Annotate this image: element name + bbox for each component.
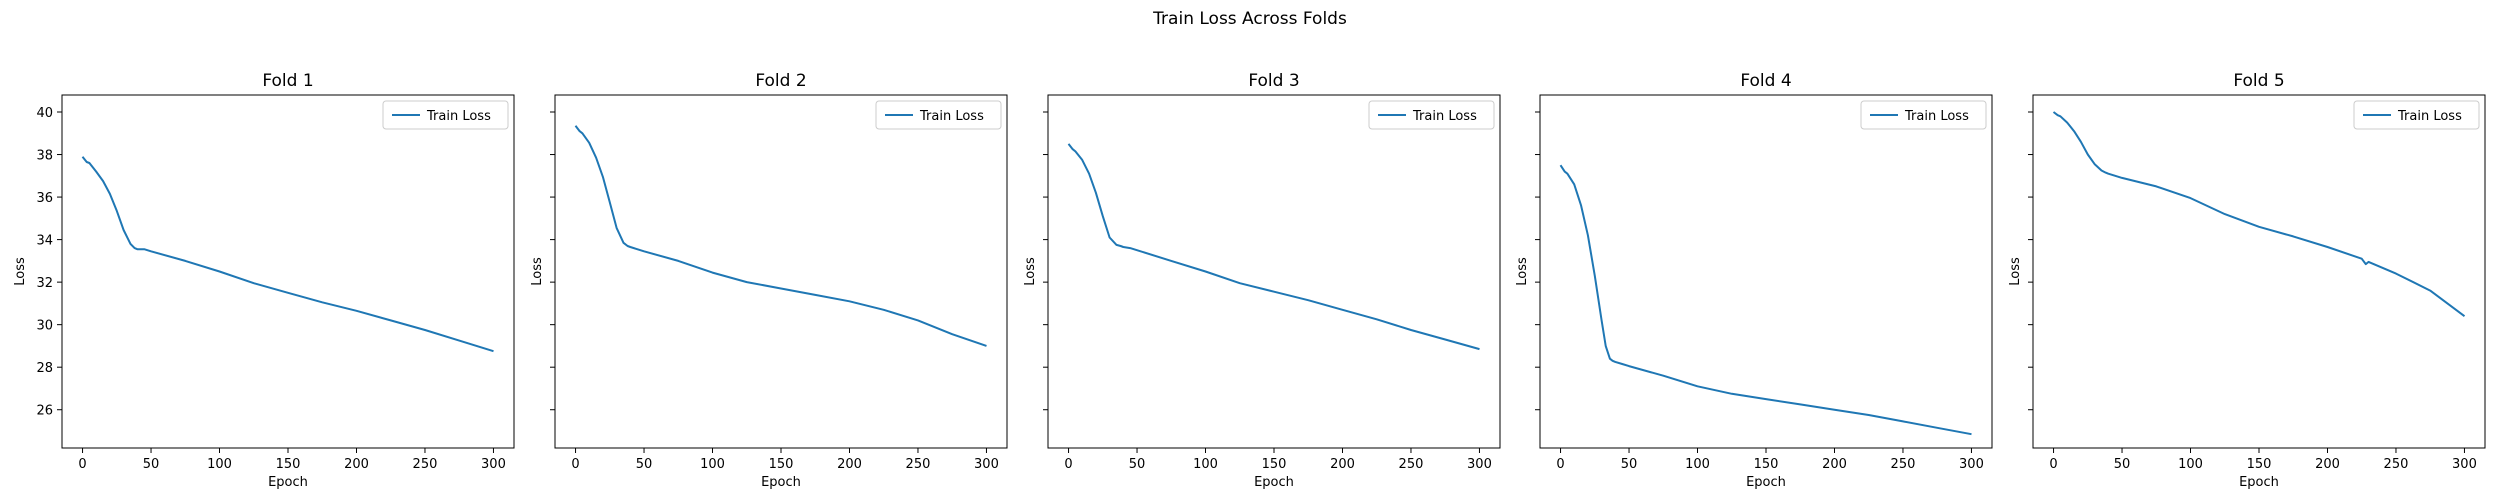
y-tick-label: 30 — [36, 319, 53, 334]
x-tick-label: 0 — [1064, 457, 1072, 472]
subplot-title: Fold 1 — [262, 71, 313, 91]
y-axis-label: Loss — [2008, 257, 2023, 286]
x-tick-label: 200 — [344, 457, 369, 472]
x-tick-label: 100 — [207, 457, 232, 472]
legend-label: Train Loss — [1412, 109, 1477, 124]
subplot-fold-2: Fold 2 0 50 100 150 200 250 300 Epoch Loss Train L… — [530, 71, 1008, 490]
x-tick-label: 0 — [571, 457, 579, 472]
x-tick-label: 150 — [2247, 457, 2272, 472]
x-tick-label: 150 — [1262, 457, 1287, 472]
x-axis-label: Epoch — [1746, 475, 1786, 490]
subplot-title: Fold 3 — [1248, 71, 1299, 91]
subplot-fold-4: Fold 4 0 50 100 150 200 250 300 Epoch Loss Train L… — [1515, 71, 1993, 490]
x-tick-label: 150 — [1754, 457, 1779, 472]
subplot-title: Fold 4 — [1740, 71, 1791, 91]
y-axis-label: Loss — [13, 257, 28, 286]
subplot-fold-5: Fold 5 0 50 100 150 200 250 300 Epoch Loss Train L… — [2008, 71, 2486, 490]
legend-box — [1860, 100, 1987, 130]
series-line-train-loss — [1067, 143, 1480, 351]
x-tick-label: 100 — [1685, 457, 1710, 472]
x-tick-label: 100 — [1193, 457, 1218, 472]
y-axis-label: Loss — [530, 257, 545, 286]
y-tick-label: 34 — [36, 234, 53, 249]
y-tick-label: 32 — [36, 276, 53, 291]
x-tick-label: 0 — [78, 457, 86, 472]
y-axis-label: Loss — [1023, 257, 1038, 286]
legend: Train Loss — [382, 100, 509, 130]
x-tick-label: 250 — [1399, 457, 1424, 472]
x-tick-label: 100 — [700, 457, 725, 472]
y-axis-label: Loss — [1515, 257, 1530, 286]
subplot-fold-1: Fold 1 0 50 100 150 200 250 300 26 28 30 32 34 36 38 40… — [13, 71, 515, 490]
series-line-train-loss — [574, 125, 987, 347]
legend: Train Loss — [1860, 100, 1987, 130]
x-axis-label: Epoch — [1254, 475, 1294, 490]
y-tick-label: 36 — [36, 191, 53, 206]
legend: Train Loss — [1368, 100, 1495, 130]
x-axis-label: Epoch — [268, 475, 308, 490]
x-tick-label: 250 — [1891, 457, 1916, 472]
x-tick-label: 250 — [413, 457, 438, 472]
x-tick-label: 50 — [1129, 457, 1146, 472]
y-tick-label: 40 — [36, 106, 53, 121]
x-tick-label: 300 — [1467, 457, 1492, 472]
x-tick-label: 200 — [2315, 457, 2340, 472]
x-tick-label: 150 — [769, 457, 794, 472]
x-tick-label: 100 — [2178, 457, 2203, 472]
legend-box — [1368, 100, 1495, 130]
legend: Train Loss — [2353, 100, 2480, 130]
legend-label: Train Loss — [426, 109, 491, 124]
subplot-title: Fold 5 — [2233, 71, 2284, 91]
x-tick-label: 150 — [276, 457, 301, 472]
legend-box — [382, 100, 509, 130]
legend-box — [875, 100, 1002, 130]
x-tick-label: 0 — [1556, 457, 1564, 472]
x-tick-label: 200 — [837, 457, 862, 472]
legend-label: Train Loss — [919, 109, 984, 124]
subplot-title: Fold 2 — [755, 71, 806, 91]
legend-box — [2353, 100, 2480, 130]
subplot-fold-3: Fold 3 0 50 100 150 200 250 300 Epoch Loss Train L… — [1023, 71, 1501, 490]
y-tick-label: 26 — [36, 404, 53, 419]
axes-frame — [1539, 94, 1993, 449]
axes-frame — [1047, 94, 1501, 449]
axes-frame — [2032, 94, 2486, 449]
y-tick-label: 28 — [36, 361, 53, 376]
figure-suptitle: Train Loss Across Folds — [1152, 9, 1347, 29]
legend-label: Train Loss — [1904, 109, 1969, 124]
x-tick-label: 200 — [1330, 457, 1355, 472]
series-line-train-loss — [1559, 164, 1972, 436]
axes-frame — [61, 94, 515, 449]
legend: Train Loss — [875, 100, 1002, 130]
x-tick-label: 0 — [2049, 457, 2057, 472]
x-tick-label: 300 — [1959, 457, 1984, 472]
x-tick-label: 200 — [1822, 457, 1847, 472]
x-tick-label: 50 — [2114, 457, 2131, 472]
axes-frame — [554, 94, 1008, 449]
y-tick-label: 38 — [36, 149, 53, 164]
x-tick-label: 300 — [2452, 457, 2477, 472]
x-tick-label: 50 — [143, 457, 160, 472]
x-tick-label: 300 — [974, 457, 999, 472]
series-line-train-loss — [81, 156, 494, 353]
legend-label: Train Loss — [2397, 109, 2462, 124]
x-axis-label: Epoch — [761, 475, 801, 490]
x-tick-label: 300 — [481, 457, 506, 472]
x-axis-label: Epoch — [2239, 475, 2279, 490]
x-tick-label: 250 — [906, 457, 931, 472]
x-tick-label: 250 — [2384, 457, 2409, 472]
x-tick-label: 50 — [636, 457, 653, 472]
series-line-train-loss — [2052, 111, 2466, 318]
x-tick-label: 50 — [1621, 457, 1638, 472]
